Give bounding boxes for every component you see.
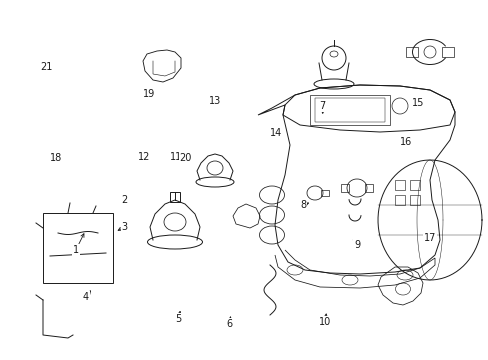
Text: 1: 1 <box>73 245 79 255</box>
Text: 11: 11 <box>169 152 182 162</box>
Text: 16: 16 <box>399 137 411 147</box>
Text: 2: 2 <box>122 195 127 205</box>
Bar <box>394 180 404 190</box>
Text: 20: 20 <box>179 153 192 163</box>
Text: 8: 8 <box>300 200 305 210</box>
Text: 21: 21 <box>40 62 53 72</box>
Bar <box>409 195 419 205</box>
Text: 5: 5 <box>175 314 181 324</box>
Bar <box>394 195 404 205</box>
Text: 12: 12 <box>138 152 150 162</box>
Text: 9: 9 <box>353 240 359 250</box>
Bar <box>441 47 453 57</box>
Text: 14: 14 <box>269 128 282 138</box>
Bar <box>314 98 384 122</box>
Text: 3: 3 <box>122 222 127 232</box>
Text: 10: 10 <box>318 317 331 327</box>
Text: 13: 13 <box>208 96 221 106</box>
Text: 18: 18 <box>50 153 62 163</box>
Bar <box>309 95 389 125</box>
Bar <box>409 180 419 190</box>
Text: 6: 6 <box>226 319 232 329</box>
Bar <box>43 213 113 283</box>
Text: 15: 15 <box>411 98 424 108</box>
Text: 4: 4 <box>82 292 88 302</box>
Bar <box>320 190 328 196</box>
Text: 7: 7 <box>319 101 325 111</box>
Text: 17: 17 <box>423 233 436 243</box>
Bar <box>340 184 348 192</box>
Bar <box>405 47 417 57</box>
Text: 19: 19 <box>142 89 155 99</box>
Bar <box>170 192 180 202</box>
Bar <box>364 184 372 192</box>
